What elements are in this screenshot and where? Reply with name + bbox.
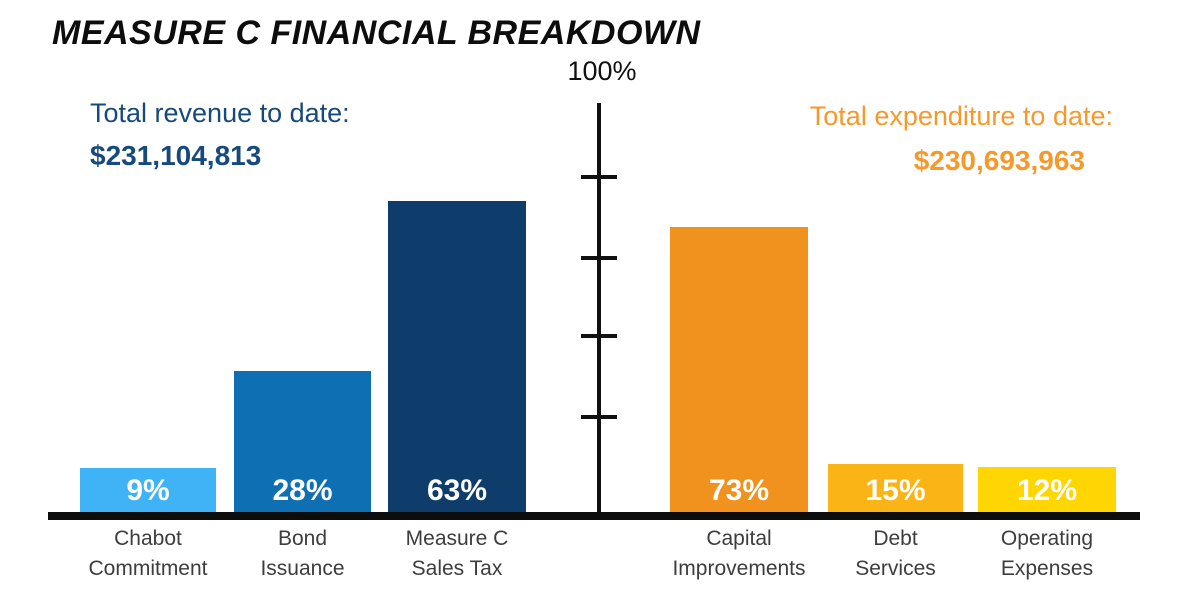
category-line-2: Sales Tax xyxy=(411,556,503,580)
bar-value-label: 15% xyxy=(865,474,926,507)
category-line-1: Chabot xyxy=(114,527,182,550)
bar-category-label-operating-expenses: Operating Expenses xyxy=(956,524,1138,584)
total-expenditure-amount: $230,693,963 xyxy=(913,145,1085,176)
category-line-1: Capital xyxy=(706,527,772,550)
total-revenue-label: Total revenue to date: xyxy=(90,98,350,128)
bar-value-label: 28% xyxy=(272,474,333,507)
y-axis-line xyxy=(597,103,601,512)
bar-measure-c-sales-tax: 63% xyxy=(388,201,526,512)
x-axis-baseline xyxy=(48,512,1140,520)
axis-tick xyxy=(581,256,617,260)
bar-value-label: 9% xyxy=(126,474,170,507)
category-line-1: Debt xyxy=(873,527,918,550)
bar-category-label-capital-improvements: Capital Improvements xyxy=(648,524,830,584)
category-line-1: Operating xyxy=(1000,527,1094,550)
axis-tick xyxy=(581,334,617,338)
bar-capital-improvements: 73% xyxy=(670,227,808,512)
bar-debt-services: 15% xyxy=(828,464,963,512)
bar-category-label-measure-c-sales-tax: Measure C Sales Tax xyxy=(366,524,548,584)
total-revenue-amount: $231,104,813 xyxy=(90,140,262,171)
bar-operating-expenses: 12% xyxy=(978,467,1116,512)
bar-category-label-chabot-commitment: Chabot Commitment xyxy=(58,524,238,584)
bar-category-label-bond-issuance: Bond Issuance xyxy=(212,524,393,584)
bar-value-label: 63% xyxy=(426,474,488,507)
category-line-1: Measure C xyxy=(405,527,509,550)
category-line-2: Issuance xyxy=(260,556,345,580)
bar-value-label: 73% xyxy=(708,474,770,507)
category-line-1: Bond xyxy=(277,527,328,550)
category-line-2: Improvements xyxy=(672,556,806,580)
category-line-2: Expenses xyxy=(1000,556,1094,580)
bar-category-label-debt-services: Debt Services xyxy=(806,524,985,584)
bar-bond-issuance: 28% xyxy=(234,371,371,512)
bar-chabot-commitment: 9% xyxy=(80,468,216,512)
page-title: MEASURE C FINANCIAL BREAKDOWN xyxy=(52,14,701,52)
axis-100-percent-label: 100% xyxy=(567,56,637,86)
axis-tick xyxy=(581,175,617,179)
total-expenditure-label: Total expenditure to date: xyxy=(809,101,1113,131)
category-line-2: Services xyxy=(855,556,936,580)
category-line-2: Commitment xyxy=(88,556,208,580)
axis-tick xyxy=(581,415,617,419)
bar-value-label: 12% xyxy=(1016,474,1078,507)
